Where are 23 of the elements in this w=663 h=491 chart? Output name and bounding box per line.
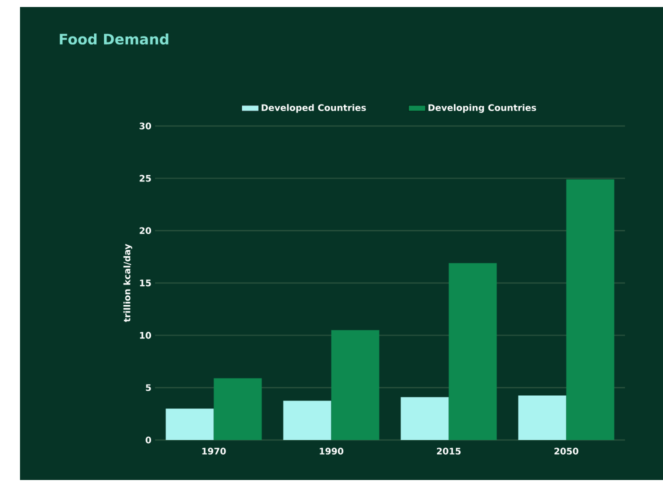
y-axis-title: trillion kcal/day <box>123 244 132 322</box>
y-tick-label: 0 <box>146 436 152 444</box>
bar <box>283 400 332 440</box>
chart-title: Food Demand <box>60 33 168 45</box>
bar <box>518 396 566 440</box>
y-tick-label: 25 <box>140 174 151 182</box>
bar <box>214 378 262 440</box>
legend-label: Developed Countries <box>262 104 366 113</box>
x-tick-label: 2050 <box>554 448 578 455</box>
bar <box>400 397 449 440</box>
bar <box>331 330 380 440</box>
y-tick-label: 15 <box>140 280 151 286</box>
y-tick-label: 20 <box>140 227 152 234</box>
y-tick-label: 5 <box>146 384 151 391</box>
bar <box>166 408 214 440</box>
y-tick-label: 10 <box>140 332 152 339</box>
y-tick-label: 30 <box>140 122 152 130</box>
legend-label: Developing Countries <box>428 104 536 113</box>
x-tick-label: 1970 <box>202 448 226 455</box>
bar <box>448 263 497 440</box>
bar <box>566 179 614 440</box>
x-tick-label: 1990 <box>320 448 344 455</box>
x-tick-label: 2015 <box>436 448 461 455</box>
